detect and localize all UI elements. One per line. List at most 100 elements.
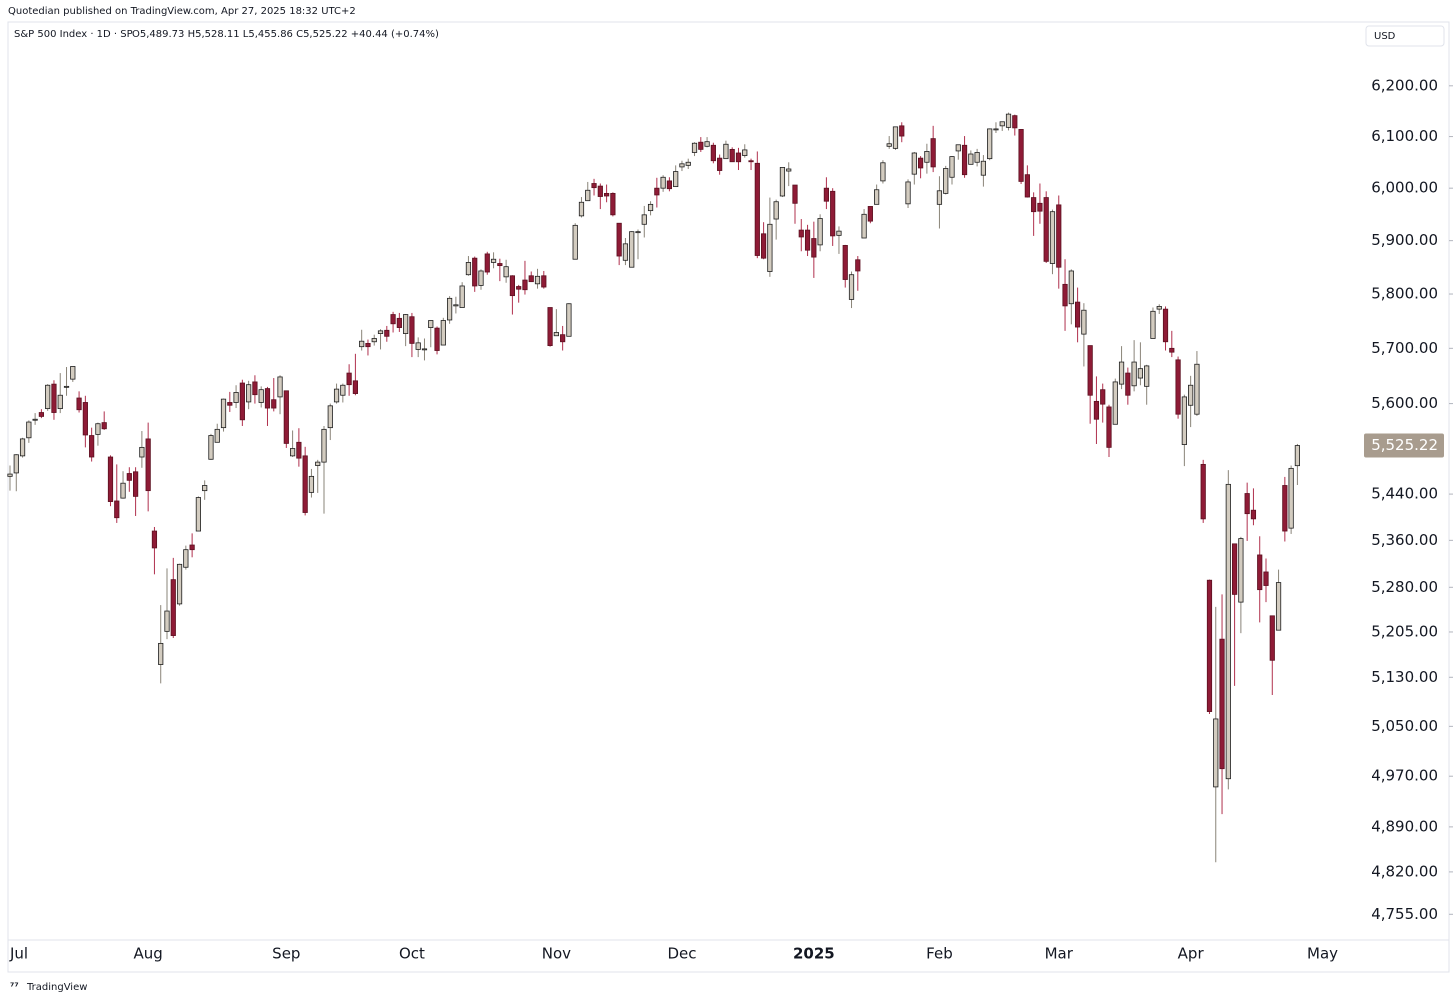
candle-body [591, 183, 597, 189]
candle-body [660, 176, 666, 189]
candle-body [478, 270, 484, 286]
candle-body [158, 642, 164, 665]
candle-body [409, 316, 415, 344]
candle-body [465, 262, 472, 276]
candle-body [1106, 406, 1112, 448]
candle-body [779, 167, 786, 197]
y-tick-label: 6,200.00 [1371, 76, 1438, 94]
candle-body [1125, 372, 1131, 396]
candle-body [861, 213, 867, 239]
candle-body [1093, 400, 1100, 420]
candle-body [19, 438, 26, 457]
candle-body [597, 185, 603, 197]
candle-body [892, 126, 899, 149]
candle-body [333, 388, 340, 403]
candle-body [277, 376, 283, 398]
candle-body [1238, 538, 1244, 603]
candle-body [899, 125, 905, 137]
candle-body [38, 412, 45, 417]
candle-body [120, 482, 126, 499]
chart-title: S&P 500 Index · 1D · SP [14, 29, 133, 40]
x-tick-label: Aug [134, 945, 163, 963]
candle-body [880, 162, 886, 182]
currency[interactable]: USD [1374, 31, 1396, 42]
candle-body [101, 422, 107, 430]
candle-body [208, 435, 214, 460]
candle-body [13, 454, 19, 474]
candle-body [842, 245, 848, 280]
candle-body [717, 157, 723, 171]
candle-body [635, 231, 641, 234]
y-tick-label: 6,000.00 [1371, 179, 1438, 197]
candle-body [553, 332, 559, 337]
candle-body [811, 238, 817, 258]
x-tick-label: 2025 [793, 945, 835, 963]
candle-body [547, 307, 553, 346]
publisher: Quotedian published on TradingView.com, … [8, 6, 356, 17]
y-tick-label: 5,900.00 [1371, 231, 1438, 249]
candle-body [855, 259, 861, 272]
candle-body [459, 285, 465, 308]
candle-body [622, 243, 629, 261]
candle-body [767, 223, 773, 272]
candle-body [924, 151, 930, 163]
x-tick-label: Feb [926, 945, 953, 963]
candle-body [264, 388, 271, 409]
candle-body [183, 549, 189, 568]
candle-body [578, 201, 585, 217]
y-tick-label: 4,820.00 [1371, 862, 1438, 880]
candle-body [943, 168, 949, 194]
candle-body [70, 366, 76, 380]
candle-body [7, 473, 13, 477]
candle-body [691, 142, 698, 153]
candle-body [654, 187, 660, 196]
candle-body [905, 181, 911, 205]
currency-box[interactable] [1365, 25, 1445, 47]
candle-body [723, 143, 729, 160]
candle-body [792, 184, 798, 204]
candle-body [63, 385, 70, 388]
candle-body [1144, 365, 1150, 387]
candle-body [604, 192, 610, 197]
y-tick-label: 4,890.00 [1371, 817, 1438, 835]
x-tick-label: Sep [272, 945, 300, 963]
candle-body [1175, 359, 1181, 415]
candle-body [1150, 310, 1156, 339]
candle-body [89, 435, 95, 458]
candle-body [51, 383, 57, 413]
candle-body [836, 230, 842, 236]
candle-body [1169, 347, 1175, 353]
candle-body [227, 402, 233, 406]
candle-body [95, 423, 101, 435]
candle-body [1062, 283, 1068, 307]
candle-body [440, 320, 446, 346]
candle-body [377, 330, 384, 334]
candle-body [497, 263, 503, 267]
candle-body [195, 497, 201, 532]
candle-body [786, 168, 792, 172]
candle-body [735, 152, 742, 163]
candle-body [176, 563, 183, 605]
candle-body [918, 157, 924, 169]
candle-body [1194, 363, 1200, 415]
y-tick-label: 5,280.00 [1371, 578, 1438, 596]
candle-body [421, 348, 428, 351]
candle-body [1031, 197, 1037, 213]
candle-body [446, 297, 453, 321]
candle-body [911, 152, 917, 175]
x-tick-label: May [1307, 945, 1338, 963]
candle-body [145, 438, 151, 492]
x-tick-label: Dec [667, 945, 696, 963]
x-tick-label: Jul [9, 945, 28, 963]
candle-body [886, 143, 892, 147]
candle-body [754, 162, 760, 256]
candle-body [352, 380, 359, 394]
candle-body [1100, 389, 1106, 405]
candle-body [315, 461, 321, 466]
candle-body [390, 314, 396, 325]
y-tick-label: 5,050.00 [1371, 717, 1438, 735]
y-tick-label: 5,130.00 [1371, 668, 1438, 686]
candle-body [346, 372, 352, 386]
candle-body [1037, 202, 1043, 212]
candle-body [126, 473, 132, 481]
